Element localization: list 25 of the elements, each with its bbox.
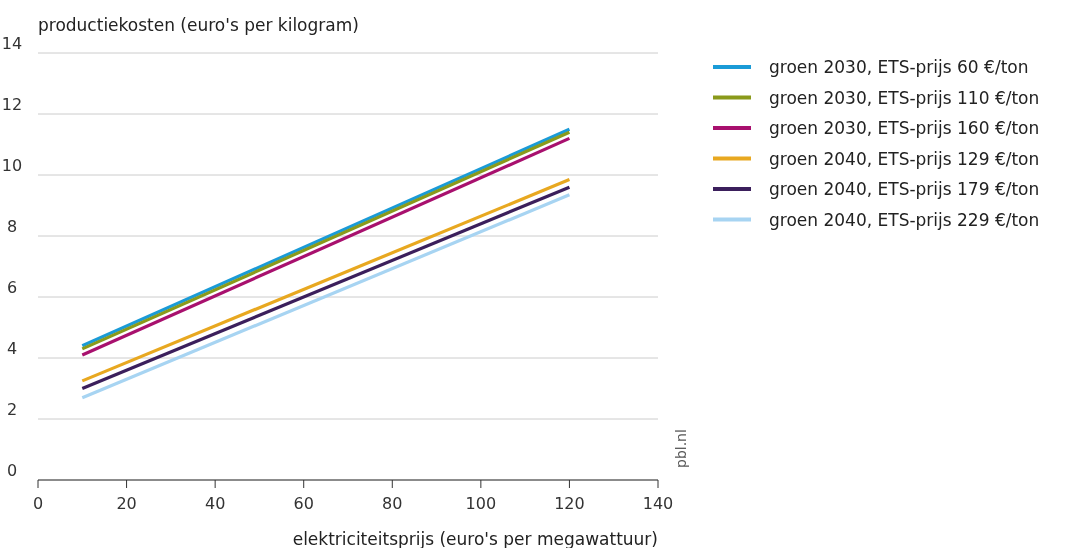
y-tick-label: 4 (6, 339, 18, 358)
x-tick-label: 120 (554, 494, 585, 513)
y-tick-label: 14 (1, 34, 23, 53)
x-tick-label: 40 (204, 494, 226, 513)
legend-label: groen 2040, ETS-prijs 179 €/ton (769, 179, 1040, 199)
y-tick-label: 6 (6, 278, 18, 297)
y-tick-label: 2 (6, 400, 18, 419)
x-tick-label: 100 (465, 494, 497, 513)
x-tick-label: 80 (382, 494, 403, 513)
x-tick-label: 20 (116, 494, 137, 513)
y-tick-label: 10 (1, 156, 23, 175)
y-tick-label: 0 (6, 461, 18, 480)
legend-label: groen 2030, ETS-prijs 110 €/ton (769, 87, 1040, 108)
x-tick-label: 140 (642, 494, 674, 513)
x-tick-label: 0 (32, 494, 44, 513)
x-tick-label: 60 (293, 494, 314, 513)
legend-label: groen 2030, ETS-prijs 60 €/ton (769, 57, 1029, 77)
y-tick-label: 8 (6, 217, 18, 236)
text: pbl.nl (673, 429, 689, 468)
legend-label: groen 2040, ETS-prijs 229 €/ton (769, 209, 1040, 230)
y-axis-title: productiekosten (euro's per kilogram) (38, 15, 359, 35)
y-tick-label: 12 (1, 95, 23, 114)
legend-label: groen 2040, ETS-prijs 129 €/ton (769, 148, 1040, 169)
legend-label: groen 2030, ETS-prijs 160 €/ton (769, 118, 1040, 138)
x-axis-title: elektriciteitsprijs (euro's per megawattuur) (292, 529, 658, 548)
